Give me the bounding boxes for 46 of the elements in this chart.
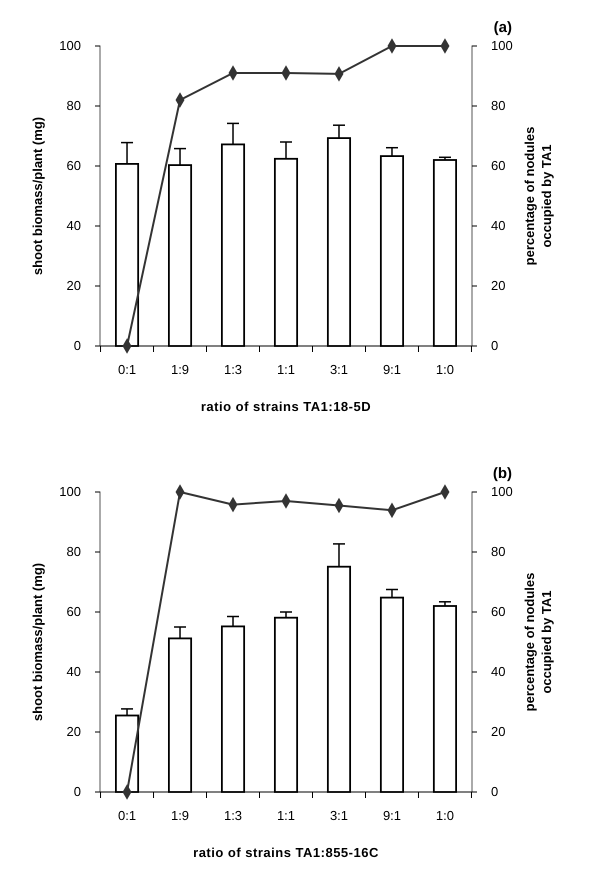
x-axis-title: ratio of strains TA1:18-5D xyxy=(200,399,372,414)
y-tick-label: 20 xyxy=(66,278,81,294)
y2-tick-label: 100 xyxy=(491,484,513,500)
x-tick-label: 1:9 xyxy=(170,808,190,823)
y2-tick-label: 80 xyxy=(491,544,506,560)
y2-axis-title: percentage of nodules occupied by TA1 xyxy=(522,572,554,712)
y2-tick-label: 100 xyxy=(491,38,513,54)
y-tick-label: 0 xyxy=(74,338,81,354)
x-tick-label: 1:3 xyxy=(224,362,242,377)
y2-tick-label: 60 xyxy=(491,604,506,620)
x-tick-label: 3:1 xyxy=(330,362,348,377)
x-tick-label: 0:1 xyxy=(118,362,136,377)
y2-tick-label: 20 xyxy=(491,724,506,740)
y2-tick-label: 60 xyxy=(491,158,506,174)
y-tick-label: 40 xyxy=(66,218,81,234)
text: (b) xyxy=(492,465,512,482)
y-tick-label: 40 xyxy=(66,664,81,680)
y-tick-label: 60 xyxy=(66,604,81,620)
y-tick-label: 0 xyxy=(74,784,81,800)
x-tick-label: 1:1 xyxy=(276,808,296,823)
y-axis-title: shoot biomass/plant (mg) xyxy=(30,562,45,722)
y2-axis-title: percentage of nodules occupied by TA1 xyxy=(522,126,554,266)
x-tick-label: 9:1 xyxy=(382,362,402,377)
y2-tick-label: 40 xyxy=(491,664,506,680)
x-tick-label: 1:0 xyxy=(436,808,454,823)
y-tick-label: 60 xyxy=(66,158,81,174)
text: (a) xyxy=(494,19,512,36)
y2-tick-label: 0 xyxy=(491,784,498,800)
x-tick-label: 0:1 xyxy=(118,808,136,823)
y2-tick-label: 0 xyxy=(491,338,498,354)
y-axis-title: shoot biomass/plant (mg) xyxy=(30,116,45,276)
y-tick-label: 100 xyxy=(59,484,81,500)
x-tick-label: 9:1 xyxy=(382,808,402,823)
x-tick-label: 1:0 xyxy=(436,362,454,377)
y-tick-label: 20 xyxy=(66,724,81,740)
y-tick-label: 100 xyxy=(59,38,81,54)
y-tick-label: 80 xyxy=(66,98,81,114)
y2-tick-label: 80 xyxy=(491,98,506,114)
y2-tick-label: 20 xyxy=(491,278,506,294)
y2-tick-label: 40 xyxy=(491,218,506,234)
x-tick-label: 1:1 xyxy=(276,362,296,377)
y-tick-label: 80 xyxy=(66,544,81,560)
x-tick-label: 3:1 xyxy=(330,808,348,823)
x-tick-label: 1:3 xyxy=(224,808,242,823)
x-tick-label: 1:9 xyxy=(170,362,190,377)
x-axis-title: ratio of strains TA1:855-16C xyxy=(193,845,379,860)
